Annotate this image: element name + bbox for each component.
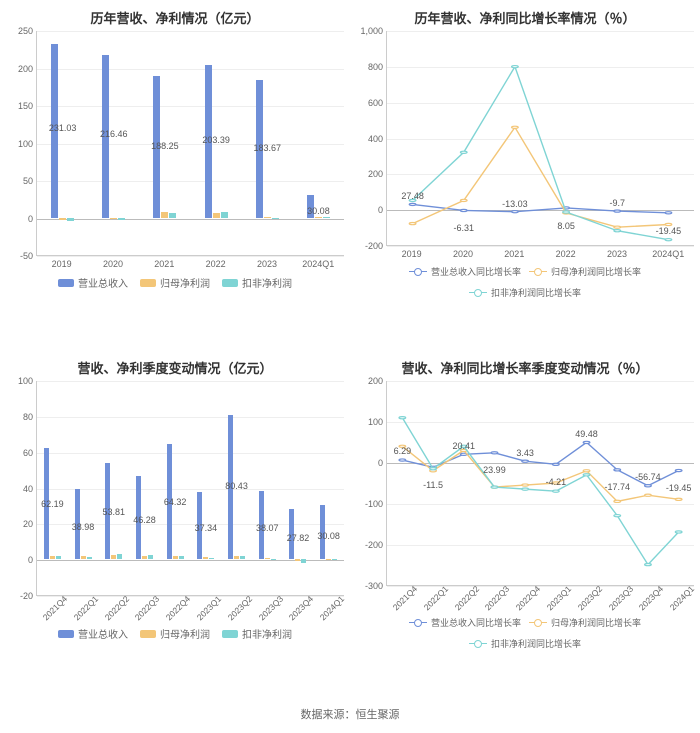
panel-title: 营收、净利同比增长率季度变动情况（％） (356, 358, 694, 377)
panel-title: 历年营收、净利同比增长率情况（％） (356, 8, 694, 27)
panel-quarterly-growth: 营收、净利同比增长率季度变动情况（％） -300-200-10001002006… (350, 350, 700, 700)
panel-annual-growth: 历年营收、净利同比增长率情况（％） -20002004006008001,000… (350, 0, 700, 350)
panel-quarterly-revenue: 营收、净利季度变动情况（亿元） -2002040608010062.1938.9… (0, 350, 350, 700)
panel-title: 历年营收、净利情况（亿元） (6, 8, 344, 27)
panel-title: 营收、净利季度变动情况（亿元） (6, 358, 344, 377)
dashboard-grid: 历年营收、净利情况（亿元） -50050100150200250231.0321… (0, 0, 700, 700)
data-source-label: 数据来源：恒生聚源 (0, 700, 700, 722)
panel-annual-revenue: 历年营收、净利情况（亿元） -50050100150200250231.0321… (0, 0, 350, 350)
